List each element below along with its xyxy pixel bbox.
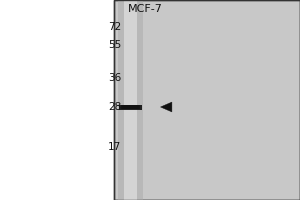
Bar bbox=[125, 106, 136, 108]
Bar bbox=[114, 0, 300, 200]
Bar bbox=[121, 105, 140, 109]
Text: 36: 36 bbox=[108, 73, 122, 83]
Bar bbox=[122, 105, 139, 109]
Text: 72: 72 bbox=[108, 22, 122, 32]
Text: 17: 17 bbox=[108, 142, 122, 152]
Bar bbox=[118, 0, 143, 200]
Text: 55: 55 bbox=[108, 40, 122, 50]
Bar bbox=[124, 0, 137, 200]
Text: MCF-7: MCF-7 bbox=[128, 4, 163, 14]
Text: 28: 28 bbox=[108, 102, 122, 112]
Bar bbox=[123, 105, 138, 109]
Bar bbox=[126, 106, 135, 108]
Polygon shape bbox=[160, 102, 172, 112]
Bar bbox=[119, 105, 142, 110]
Bar bbox=[114, 0, 300, 200]
